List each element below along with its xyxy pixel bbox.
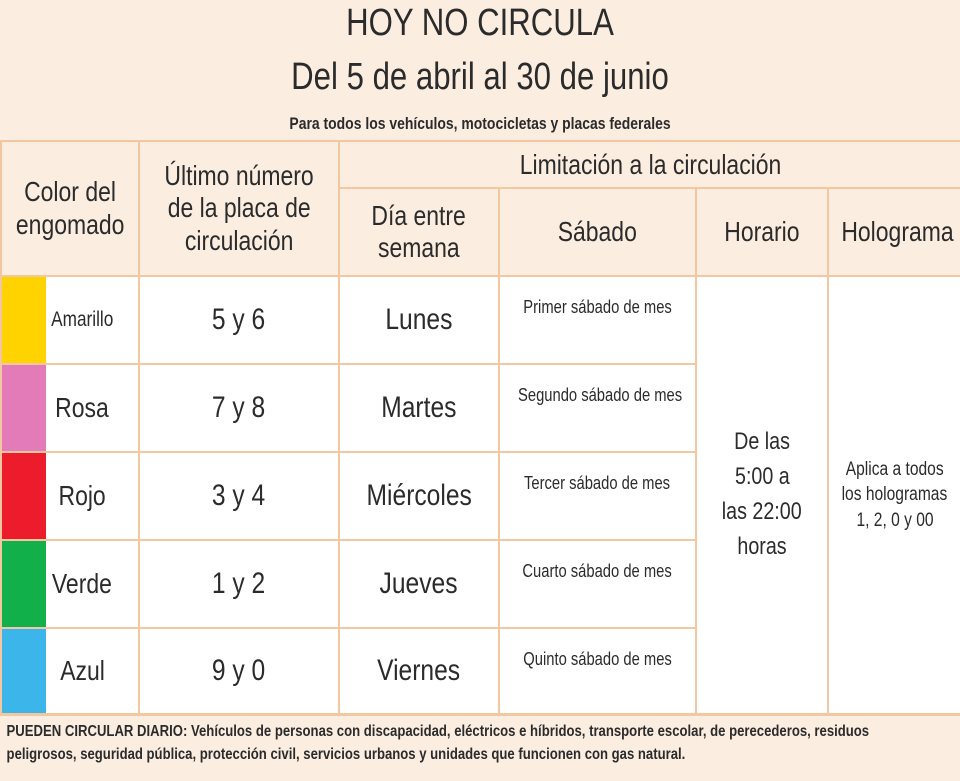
column-header-limitation: Limitación a la circulación bbox=[337, 140, 960, 189]
column-header-weekday: Día entre semana bbox=[338, 187, 500, 277]
weekday-cell: Martes bbox=[338, 363, 500, 453]
color-swatch bbox=[2, 365, 46, 451]
color-cell: Verde bbox=[0, 539, 140, 629]
column-header-hologram: Holograma bbox=[826, 187, 960, 277]
saturday-cell: Quinto sábado de mes bbox=[498, 627, 697, 715]
color-label: Rosa bbox=[55, 392, 110, 423]
color-swatch bbox=[2, 277, 46, 363]
color-cell: Amarillo bbox=[0, 275, 140, 365]
header: HOY NO CIRCULA Del 5 de abril al 30 de j… bbox=[0, 0, 960, 140]
hologram-cell: Aplica a todos los hologramas 1, 2, 0 y 00 bbox=[826, 275, 960, 715]
plate-digits: 3 y 4 bbox=[138, 451, 340, 541]
table-row: Verde 1 y 2 Jueves Cuarto sábado de mes bbox=[0, 539, 960, 629]
color-swatch bbox=[2, 629, 46, 713]
plate-digits: 1 y 2 bbox=[138, 539, 340, 629]
saturday-cell: Tercer sábado de mes bbox=[498, 451, 697, 541]
weekday-cell: Viernes bbox=[338, 627, 500, 715]
restriction-table: Color del engomado Último número de la pla… bbox=[0, 140, 960, 715]
table-row: Rojo 3 y 4 Miércoles Tercer sábado de me… bbox=[0, 451, 960, 541]
color-cell: Rosa bbox=[0, 363, 140, 453]
column-header-schedule: Horario bbox=[695, 187, 829, 277]
weekday-cell: Jueves bbox=[338, 539, 500, 629]
footer-note: PUEDEN CIRCULAR DIARIO: Vehículos de per… bbox=[0, 714, 960, 781]
color-swatch bbox=[2, 453, 46, 539]
color-cell: Azul bbox=[0, 627, 140, 715]
footer-text: Vehículos de personas con discapacidad, … bbox=[6, 723, 870, 764]
weekday-cell: Miércoles bbox=[338, 451, 500, 541]
column-header-saturday: Sábado bbox=[498, 187, 697, 277]
column-header-color: Color del engomado bbox=[0, 140, 140, 277]
plate-digits: 5 y 6 bbox=[138, 275, 340, 365]
saturday-cell: Segundo sábado de mes bbox=[498, 363, 697, 453]
color-label: Verde bbox=[52, 568, 113, 599]
footer-lead: PUEDEN CIRCULAR DIARIO: bbox=[6, 723, 188, 740]
scope-note: Para todos los vehículos, motocicletas y… bbox=[289, 114, 671, 133]
plate-digits: 7 y 8 bbox=[138, 363, 340, 453]
plate-digits: 9 y 0 bbox=[138, 627, 340, 715]
color-label: Amarillo bbox=[51, 308, 114, 331]
color-label: Rojo bbox=[58, 480, 106, 511]
color-swatch bbox=[2, 541, 46, 627]
table-row: Amarillo 5 y 6 Lunes Primer sábado de me… bbox=[0, 275, 960, 715]
page-subtitle: Del 5 de abril al 30 de junio bbox=[291, 56, 669, 98]
column-header-plate: Último número de la placa de circulación bbox=[138, 140, 340, 277]
page-title: HOY NO CIRCULA bbox=[346, 2, 614, 44]
schedule-cell: De las 5:00 a las 22:00 horas bbox=[695, 275, 829, 715]
color-label: Azul bbox=[59, 655, 105, 686]
saturday-cell: Cuarto sábado de mes bbox=[498, 539, 697, 629]
saturday-cell: Primer sábado de mes bbox=[498, 275, 697, 365]
color-cell: Rojo bbox=[0, 451, 140, 541]
table-row: Rosa 7 y 8 Martes Segundo sábado de mes bbox=[0, 363, 960, 453]
table-row: Azul 9 y 0 Viernes Quinto sábado de mes bbox=[0, 627, 960, 715]
weekday-cell: Lunes bbox=[338, 275, 500, 365]
